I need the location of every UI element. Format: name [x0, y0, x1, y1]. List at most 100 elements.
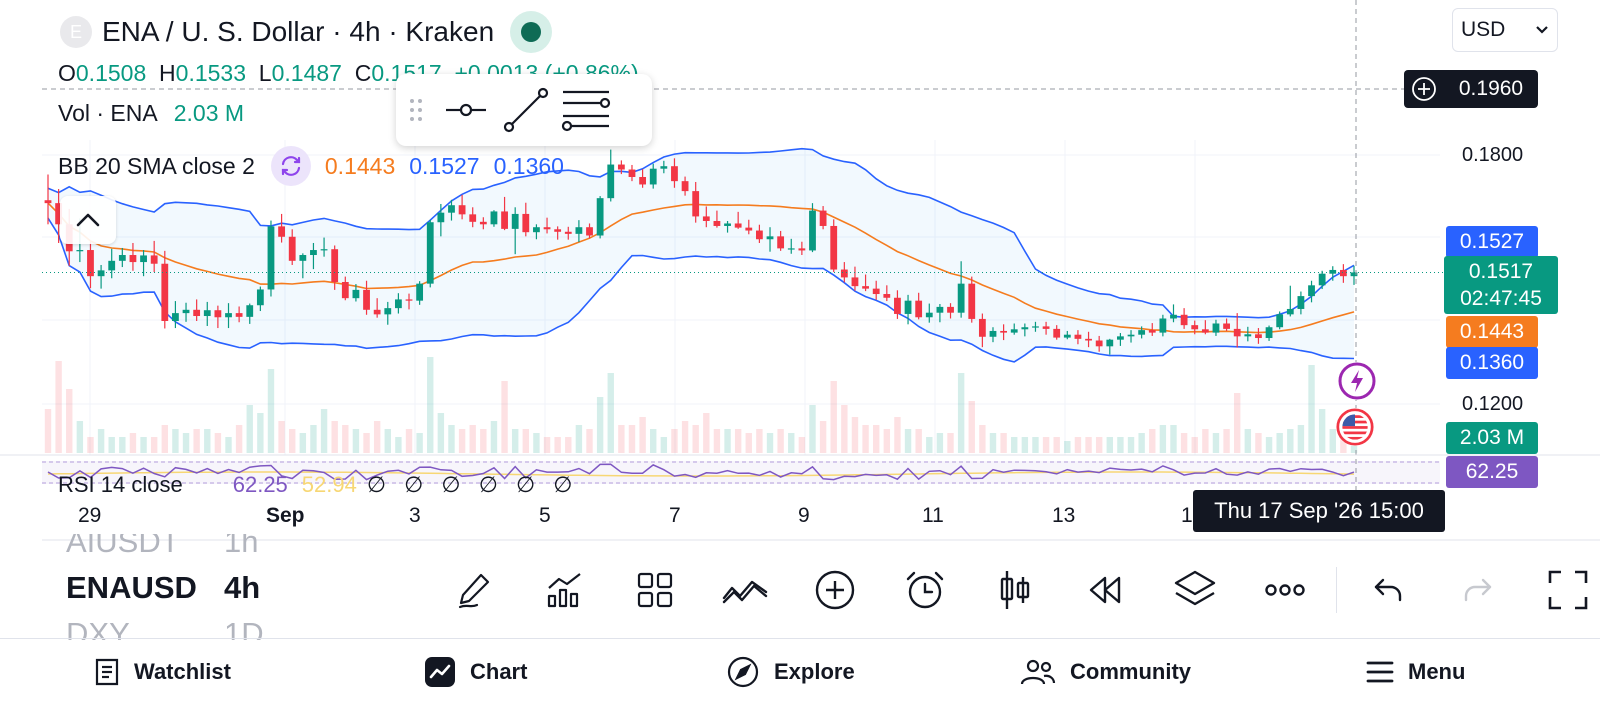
volume-bar: [713, 429, 721, 453]
alarm-icon[interactable]: [880, 562, 970, 618]
volume-bar: [724, 429, 731, 453]
candle: [692, 181, 700, 223]
candle: [267, 220, 275, 297]
candle: [288, 229, 296, 265]
volume-bar: [161, 425, 168, 453]
volume-bar: [1085, 437, 1092, 453]
time-tick: 9: [798, 504, 810, 527]
volume-bar: [480, 429, 487, 453]
layout-grid-icon[interactable]: [610, 562, 700, 618]
horizontal-ray-icon[interactable]: [436, 74, 496, 146]
candle: [1085, 331, 1092, 348]
candle: [363, 280, 370, 315]
volume-bar: [257, 413, 264, 453]
indicators-icon[interactable]: [520, 562, 610, 618]
volume-bar: [575, 425, 583, 453]
us-flag-event-icon[interactable]: [1336, 408, 1374, 446]
volume-bar: [108, 437, 115, 453]
bar-countdown: 02:47:45: [1460, 287, 1542, 310]
chart-title[interactable]: E ENA / U. S. Dollar · 4h · Kraken: [60, 10, 553, 54]
collapse-legend-button[interactable]: [60, 196, 116, 244]
pencil-icon[interactable]: [430, 562, 520, 618]
nav-menu[interactable]: Menu: [1366, 640, 1465, 704]
volume-bar: [936, 433, 944, 453]
time-tick: Sep: [266, 504, 305, 527]
candle: [256, 286, 264, 312]
nav-community[interactable]: Community: [1020, 640, 1191, 704]
volume-bar: [1138, 433, 1145, 453]
refresh-icon[interactable]: [270, 146, 311, 186]
candle: [1339, 264, 1347, 283]
undo-icon[interactable]: [1343, 562, 1433, 618]
fib-retracement-icon[interactable]: [556, 74, 616, 146]
symbol-row-next[interactable]: DXY 1D: [66, 616, 264, 640]
chart-grid: [42, 140, 1440, 455]
more-icon[interactable]: [1240, 562, 1330, 618]
candle-type-icon[interactable]: [970, 562, 1060, 618]
candle: [862, 274, 869, 292]
nav-chart[interactable]: Chart: [424, 640, 527, 704]
volume-legend[interactable]: Vol · ENA 2.03 M: [58, 100, 245, 126]
candle: [925, 303, 933, 323]
candle: [87, 241, 94, 289]
volume-bar: [766, 433, 774, 453]
volume-bar: [373, 421, 381, 453]
volume-bar: [448, 425, 455, 453]
symbol-picker[interactable]: AIUSDT 1h ENAUSD 4h DXY 1D: [66, 534, 264, 640]
trend-line-icon[interactable]: [496, 74, 556, 146]
nav-explore[interactable]: Explore: [726, 640, 855, 704]
candle: [575, 220, 583, 243]
add-alert-icon[interactable]: [1404, 70, 1444, 108]
volume-bar: [437, 413, 445, 453]
volume-bar: [904, 429, 912, 453]
volume-bar: [172, 429, 179, 453]
volume-bar: [1287, 429, 1294, 453]
candle: [883, 285, 891, 302]
redo-icon[interactable]: [1433, 562, 1523, 618]
time-tick: 3: [409, 504, 421, 527]
volume-bar: [1276, 433, 1283, 453]
layers-icon[interactable]: [1150, 562, 1240, 618]
add-icon[interactable]: [790, 562, 880, 618]
currency-select[interactable]: USD: [1452, 8, 1558, 52]
compare-icon[interactable]: [700, 562, 790, 618]
volume-bar: [692, 425, 699, 453]
bb-legend[interactable]: BB 20 SMA close 2 0.1443 0.1527 0.1360: [58, 146, 564, 186]
volume-bar: [501, 381, 508, 453]
volume-bar: [395, 437, 402, 453]
symbol-row-prev[interactable]: AIUSDT 1h: [66, 534, 259, 559]
symbol-row-current[interactable]: ENAUSD 4h: [66, 570, 261, 605]
replay-icon[interactable]: [1060, 562, 1150, 618]
candle: [713, 210, 721, 228]
candle: [55, 189, 63, 243]
rsi-legend[interactable]: RSI 14 close 62.25 52.94 ∅ ∅ ∅ ∅ ∅ ∅: [58, 472, 579, 497]
volume-bar: [660, 437, 668, 453]
bb-lower-tag: 0.1360: [1446, 347, 1538, 379]
chart-toolbar: [430, 562, 1600, 618]
volume-bar: [628, 425, 636, 453]
nav-watchlist[interactable]: Watchlist: [94, 640, 231, 704]
candle: [373, 298, 381, 318]
volume-bar: [1329, 429, 1336, 453]
candle: [172, 301, 179, 329]
bb-lower-line: [47, 217, 1355, 363]
volume-bar: [681, 421, 689, 453]
volume-bar: [1053, 437, 1060, 453]
lightning-event-icon[interactable]: [1338, 362, 1376, 400]
market-status-icon[interactable]: [510, 11, 553, 53]
candle: [140, 250, 147, 277]
candle: [671, 158, 678, 188]
candle: [203, 301, 211, 326]
volume-bar: [1021, 437, 1029, 453]
fullscreen-icon[interactable]: [1523, 562, 1600, 618]
volume-bar: [596, 397, 604, 453]
candle: [1095, 335, 1103, 352]
candle: [246, 303, 254, 324]
symbol-title[interactable]: ENA / U. S. Dollar · 4h · Kraken: [102, 16, 495, 47]
candle: [129, 242, 137, 271]
volume-bar: [777, 429, 784, 453]
drag-handle-icon[interactable]: [396, 74, 436, 146]
volume-bar: [267, 369, 275, 453]
volume-bar: [1297, 425, 1305, 453]
